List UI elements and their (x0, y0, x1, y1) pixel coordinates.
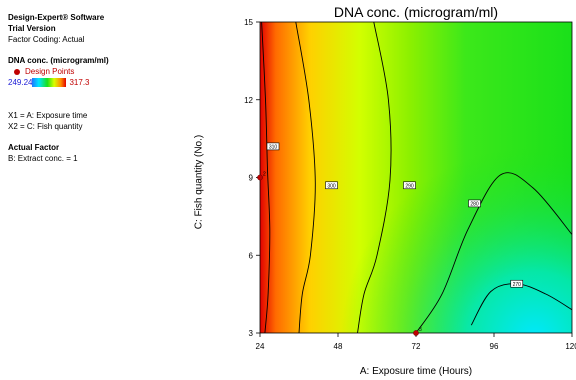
contour-label-box-300 (325, 181, 338, 190)
chart-title: DNA conc. (microgram/ml) (333, 4, 499, 20)
design-point-count: 2 (263, 172, 266, 178)
design-points-label: Design Points (25, 67, 75, 76)
color-scale-min: 249.24 (8, 78, 33, 87)
contour-line-310 (261, 22, 271, 333)
contour-label-box-270 (510, 279, 524, 288)
actual-factor-title: Actual Factor (8, 143, 60, 152)
software-name: Design-Expert® Software (8, 13, 105, 22)
software-version: Trial Version (8, 24, 56, 33)
contour-label-300: 300 (327, 183, 336, 189)
contour-label-box-280 (468, 199, 481, 208)
x-tick-label: 120 (565, 342, 576, 351)
contour-label-310: 310 (269, 144, 278, 150)
contour-line-280 (415, 172, 572, 333)
x-tick-label: 72 (412, 342, 421, 351)
contour-label-box-290 (403, 181, 416, 190)
design-point-icon (14, 68, 20, 75)
contour-line-290 (357, 22, 392, 333)
color-scale-max: 317.3 (69, 78, 90, 87)
x-tick-label: 24 (256, 342, 265, 351)
y-tick-label: 6 (249, 251, 254, 260)
x-tick-label: 48 (334, 342, 343, 351)
design-point-count: 3 (419, 327, 422, 333)
design-point (413, 330, 419, 336)
color-scale: 249.24 317.3 (8, 77, 213, 88)
x-axis-label: A: Exposure time (Hours) (359, 366, 473, 377)
y-tick-label: 12 (244, 96, 253, 105)
y-tick-label: 9 (249, 174, 254, 183)
y-tick-label: 3 (249, 329, 254, 338)
legend-panel: Design-Expert® Software Trial Version Fa… (8, 12, 213, 164)
y-tick-label: 15 (244, 18, 253, 27)
heatmap-low-region (260, 22, 572, 333)
factor-x2: X2 = C: Fish quantity (8, 122, 83, 131)
design-point (257, 174, 263, 181)
factor-coding: Factor Coding: Actual (8, 35, 85, 44)
factor-x1: X1 = A: Exposure time (8, 111, 88, 120)
design-points-legend: Design Points (8, 66, 213, 77)
contour-label-290: 290 (405, 183, 414, 189)
contour-label-280: 280 (470, 201, 479, 207)
contour-label-270: 270 (513, 282, 522, 288)
contour-label-box-310 (266, 142, 280, 151)
contour-line-300 (295, 22, 316, 333)
actual-factor-value: B: Extract conc. = 1 (8, 154, 78, 163)
x-tick-label: 96 (490, 342, 499, 351)
color-gradient-bar (32, 78, 67, 87)
response-title: DNA conc. (microgram/ml) (8, 56, 109, 65)
